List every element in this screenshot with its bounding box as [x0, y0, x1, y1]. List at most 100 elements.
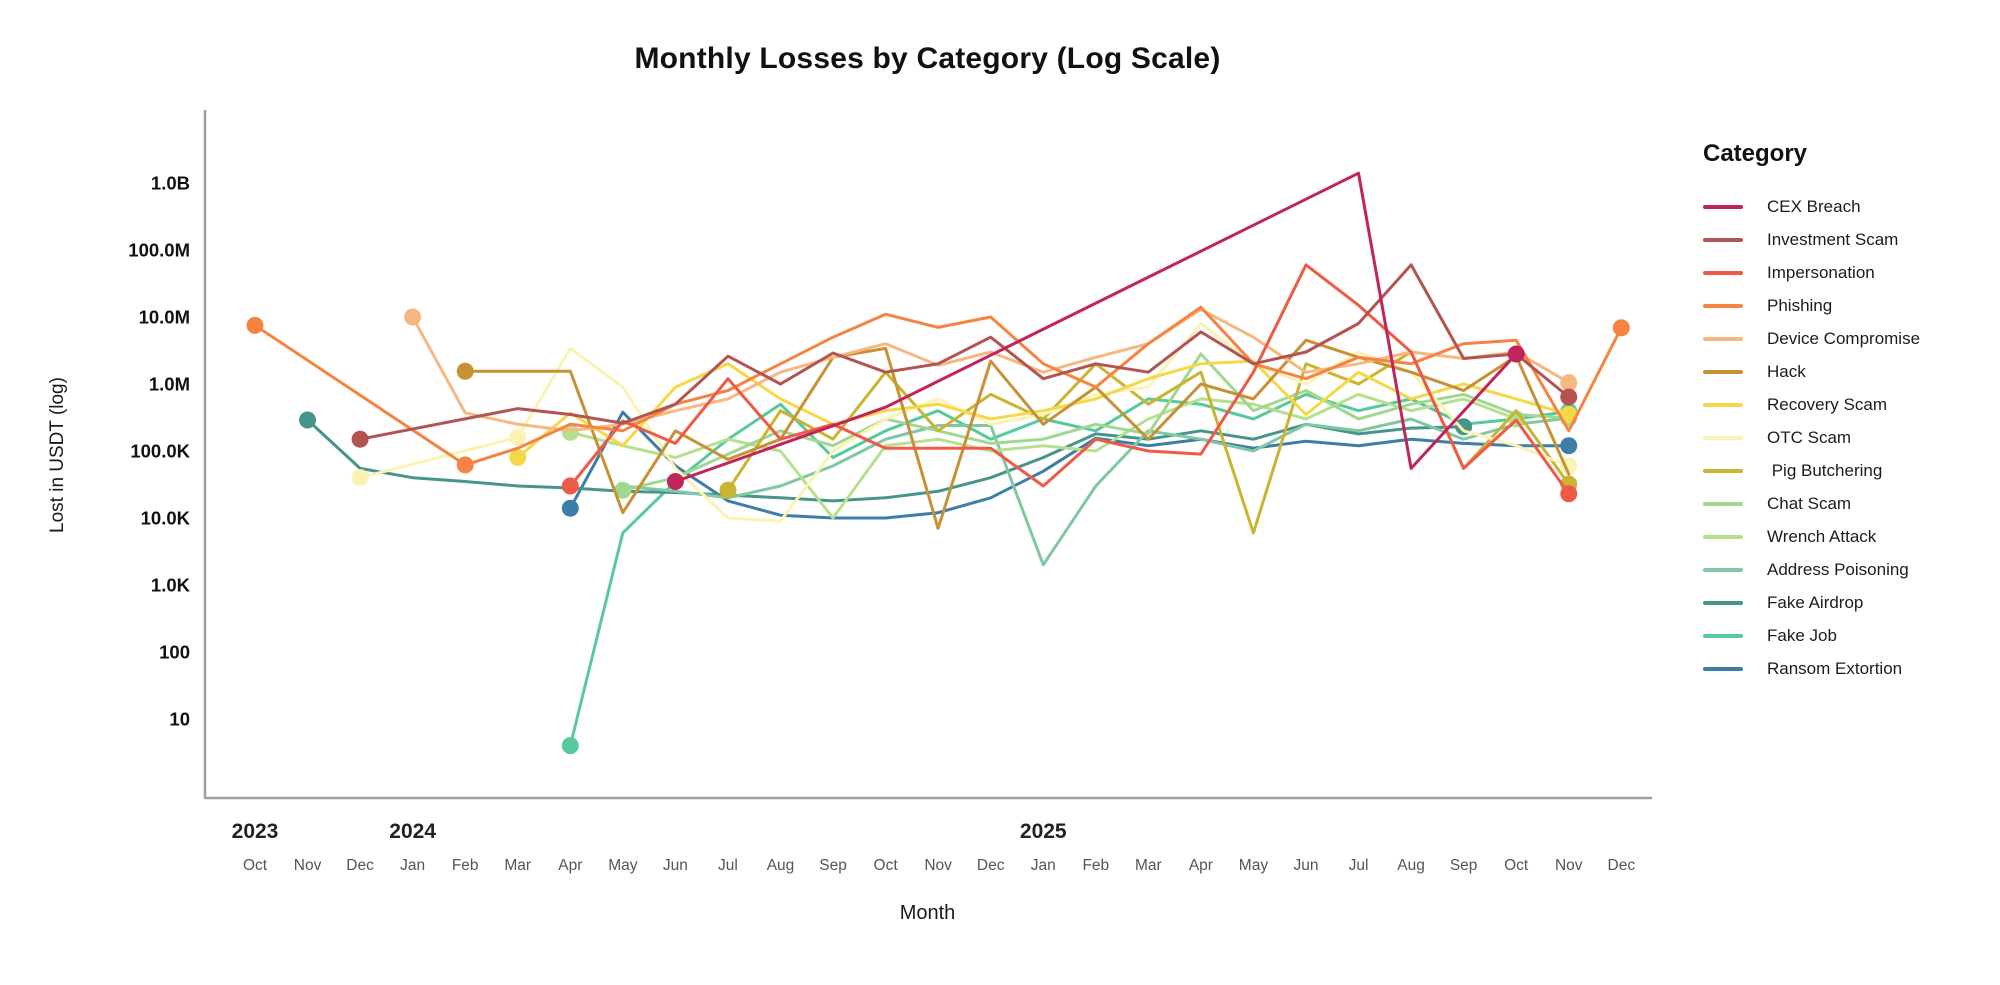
x-tick-label: Feb [1082, 857, 1109, 874]
series-marker-device-compromise [404, 308, 422, 326]
series-marker-wrench-attack [561, 423, 579, 441]
legend-swatch-icon [1703, 237, 1743, 242]
legend-swatch-icon [1703, 501, 1743, 506]
series-marker-impersonation [561, 477, 579, 495]
legend-swatch-icon [1703, 270, 1743, 275]
series-line-wrench-attack [568, 392, 1518, 520]
x-tick-label: Mar [504, 857, 531, 874]
year-label: 2025 [1020, 820, 1067, 843]
legend-item-impersonation[interactable]: Impersonation [1703, 256, 1993, 289]
legend-swatch-icon [1703, 468, 1743, 473]
legend-swatch-icon [1703, 402, 1743, 407]
legend-item-address-poisoning[interactable]: Address Poisoning [1703, 553, 1993, 586]
y-tick-label: 100 [159, 642, 190, 663]
legend-swatch-icon [1703, 600, 1743, 605]
x-tick-label: May [608, 857, 638, 874]
series-marker-hack [456, 362, 474, 380]
x-tick-label: Aug [1397, 857, 1425, 874]
series-line-impersonation [568, 263, 1571, 496]
series-marker-cex-breach [666, 473, 684, 491]
x-tick-label: Oct [874, 857, 899, 874]
y-tick-label: 100.0K [130, 441, 190, 462]
legend-item-chat-scam[interactable]: Chat Scam [1703, 487, 1993, 520]
y-tick-label: 1.0B [151, 173, 190, 194]
series-marker-phishing [246, 316, 264, 334]
legend-item-cex-breach[interactable]: CEX Breach [1703, 190, 1993, 223]
legend-swatch-icon [1703, 534, 1743, 539]
legend-item-label: CEX Breach [1767, 196, 1861, 216]
series-line-cex-breach [673, 171, 1518, 483]
legend-items: CEX Breach Investment Scam Impersonation Ph… [1703, 190, 1993, 685]
x-tick-label: Jun [1294, 857, 1319, 874]
legend-item-wrench-attack[interactable]: Wrench Attack [1703, 520, 1993, 553]
legend-item-label: Hack [1767, 361, 1806, 381]
legend-swatch-icon [1703, 303, 1743, 308]
axis-lines [203, 110, 1652, 800]
legend-item-phishing[interactable]: Phishing [1703, 289, 1993, 322]
legend-item-label: Fake Job [1767, 625, 1837, 645]
y-tick-label: 1.0K [151, 575, 191, 596]
series-marker-ransom-extortion [561, 499, 579, 517]
x-tick-label: Jan [400, 857, 425, 874]
series-marker-otc-scam [351, 469, 369, 487]
x-tick-label: Jan [1031, 857, 1056, 874]
series-marker-phishing [456, 456, 474, 474]
chart-title: Monthly Losses by Category (Log Scale) [634, 42, 1221, 75]
x-tick-label: Dec [1608, 857, 1636, 874]
x-tick-label: Nov [1555, 857, 1583, 874]
x-tick-label: Jul [718, 857, 738, 874]
x-tick-label: Jun [663, 857, 688, 874]
x-tick-label: Dec [346, 857, 374, 874]
legend-item-investment-scam[interactable]: Investment Scam [1703, 223, 1993, 256]
y-tick-label: 100.0M [128, 240, 190, 261]
x-tick-label: Mar [1135, 857, 1162, 874]
y-tick-label: 10 [169, 709, 190, 730]
legend-swatch-icon [1703, 204, 1743, 209]
legend-item-label: Chat Scam [1767, 493, 1852, 513]
y-axis-title: Lost in USDT (log) [47, 377, 68, 533]
legend-item-ransom-extortion[interactable]: Ransom Extortion [1703, 652, 1993, 685]
x-tick-label: Jul [1349, 857, 1369, 874]
x-tick-label: Oct [243, 857, 268, 874]
legend-item-label: Pig Butchering [1767, 460, 1883, 480]
series-marker-investment-scam [351, 430, 369, 448]
series-marker-recovery-scam [509, 448, 527, 466]
y-tick-label: 10.0K [141, 508, 191, 529]
legend-item-hack[interactable]: Hack [1703, 355, 1993, 388]
legend-item-label: Investment Scam [1767, 229, 1899, 249]
series-marker-device-compromise [1560, 374, 1578, 392]
legend-swatch-icon [1703, 567, 1743, 572]
series-marker-fake-job [561, 737, 579, 755]
legend-item-recovery-scam[interactable]: Recovery Scam [1703, 388, 1993, 421]
series-line-fake-airdrop [306, 418, 1466, 503]
series-line-otc-scam [358, 322, 1571, 523]
legend-swatch-icon [1703, 666, 1743, 671]
legend-item-fake-job[interactable]: Fake Job [1703, 619, 1993, 652]
series-line-recovery-scam [516, 359, 1571, 459]
legend-item-pig-butchering[interactable]: Pig Butchering [1703, 454, 1993, 487]
series-line-phishing [253, 305, 1623, 467]
legend-item-device-compromise[interactable]: Device Compromise [1703, 322, 1993, 355]
series-marker-otc-scam [509, 428, 527, 446]
legend-item-otc-scam[interactable]: OTC Scam [1703, 421, 1993, 454]
legend-item-fake-airdrop[interactable]: Fake Airdrop [1703, 586, 1993, 619]
legend-swatch-icon [1703, 369, 1743, 374]
legend-item-label: Device Compromise [1767, 328, 1921, 348]
legend-item-label: Fake Airdrop [1767, 592, 1864, 612]
legend-item-label: Phishing [1767, 295, 1833, 315]
legend-swatch-icon [1703, 633, 1743, 638]
series-marker-cex-breach [1507, 345, 1525, 363]
legend-title: Category [1703, 140, 1808, 167]
series-line-investment-scam [358, 263, 1571, 441]
series-line-hack [463, 338, 1571, 530]
legend-swatch-icon [1703, 435, 1743, 440]
series-line-address-poisoning [621, 416, 1571, 567]
x-tick-label: Dec [977, 857, 1005, 874]
x-tick-label: Feb [452, 857, 479, 874]
x-tick-label: Nov [924, 857, 952, 874]
series-marker-phishing [1612, 319, 1630, 337]
legend-swatch-icon [1703, 336, 1743, 341]
y-tick-label: 1.0M [149, 374, 190, 395]
legend-item-label: Wrench Attack [1767, 526, 1877, 546]
